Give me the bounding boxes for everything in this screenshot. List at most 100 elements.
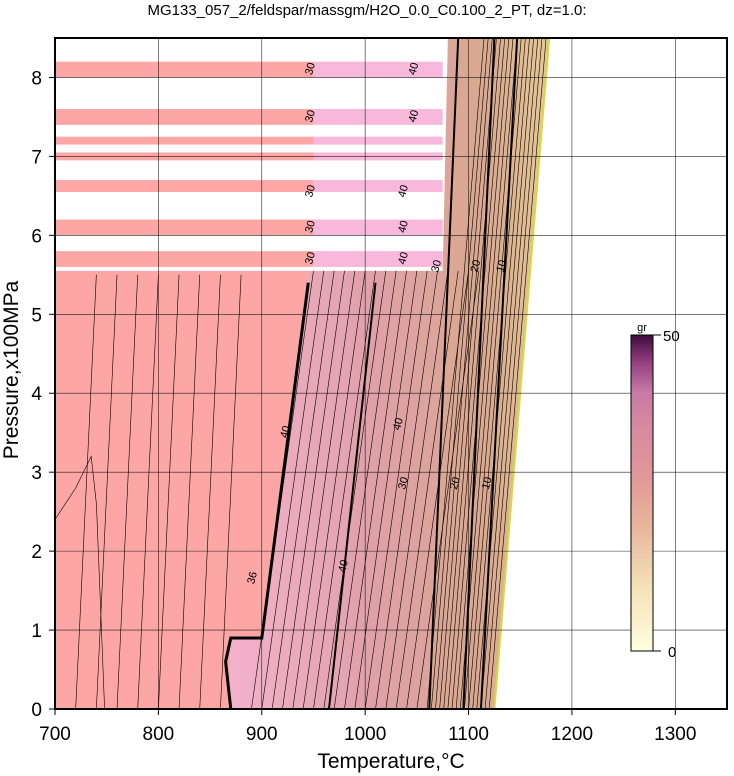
band-left-0: [55, 61, 314, 78]
y-tick-label-8: 8: [31, 68, 42, 89]
isopleth-thin-30: [447, 38, 506, 709]
contour-label-7: 10: [494, 259, 509, 274]
contour-label-5: 30: [429, 259, 444, 274]
isopleth-thin-36: [472, 38, 530, 709]
contour-label-4: 10: [480, 476, 495, 491]
isopleth-thin-1: [96, 274, 118, 709]
y-tick-label-3: 3: [31, 463, 42, 484]
colorbar: gr 50 0: [630, 322, 680, 661]
x-tick-label-1200: 1200: [551, 724, 593, 745]
isopleth-thin-9: [261, 270, 325, 709]
band-right-1: [313, 109, 443, 125]
band-left-4: [55, 180, 314, 192]
x-tick-label-1000: 1000: [344, 724, 386, 745]
band-left-6: [55, 251, 314, 267]
isopleth-thin-21: [385, 270, 449, 709]
isopleth-thin-28: [439, 38, 497, 709]
y-tick-label-4: 4: [31, 384, 42, 405]
y-tick-label-1: 1: [31, 621, 42, 642]
band-left-1: [55, 109, 314, 125]
isopleth-thin-29: [443, 38, 501, 709]
isopleth-thin-17: [344, 270, 407, 709]
contour-label-19: 40: [396, 251, 411, 266]
contour-label-15: 40: [396, 184, 411, 199]
contour-label-17: 40: [396, 219, 411, 234]
isopleth-thin-19: [364, 270, 428, 709]
x-tick-label-1300: 1300: [654, 724, 696, 745]
contour-label-0: 40: [391, 417, 406, 432]
isopleth-thin-15: [323, 270, 387, 709]
y-tick-label-7: 7: [31, 147, 42, 168]
band-right-2: [313, 136, 443, 145]
isopleth-thin-33: [459, 38, 518, 709]
band-left-5: [55, 219, 314, 236]
isopleth-thin-3: [137, 274, 159, 709]
isopleth-thin-4: [158, 274, 180, 709]
isopleth-thin-27: [435, 38, 493, 709]
band-right-5: [313, 219, 443, 236]
x-tick-label-800: 800: [143, 724, 175, 745]
isopleth-thin-2: [116, 274, 139, 709]
contour-label-11: 40: [407, 61, 422, 76]
contour-label-13: 40: [407, 109, 422, 124]
isopleth-thin-12: [292, 270, 356, 709]
isopleth-thin-25: [426, 38, 485, 709]
y-tick-label-0: 0: [31, 700, 42, 721]
isopleth-thin-7: [220, 274, 242, 709]
band-right-0: [313, 61, 443, 78]
isopleth-thick-1: [428, 38, 460, 709]
colorbar-max-label: 50: [663, 328, 680, 345]
isopleth-thin-32: [455, 38, 514, 709]
isopleth-thick-3: [479, 38, 519, 709]
contour-labels: 40 40 30 20 10 30 20 10 40 36 30 40 30 40 30 40 30 40 30 40: [245, 61, 509, 585]
isopleth-thin-6: [199, 274, 221, 709]
x-axis-ticks: 700 800 900 1000 1100 1200 1300: [39, 709, 696, 745]
colorbar-gradient: [630, 334, 654, 652]
x-axis-label: Temperature,°C: [317, 750, 464, 773]
isopleth-left-loop: [55, 455, 105, 709]
chart-title: MG133_057_2/feldspar/massgm/H2O_0.0_C0.1…: [147, 2, 586, 19]
isopleth-thin-39: [484, 38, 543, 709]
y-tick-label-5: 5: [31, 305, 42, 326]
x-tick-label-1100: 1100: [448, 724, 489, 745]
plot-area: 40 40 30 20 10 30 20 10 40 36 30 40 30 40 30 40 30 40 30 40: [55, 38, 727, 709]
isopleth-thick-0: [327, 282, 377, 709]
contour-label-14: 30: [303, 184, 318, 199]
isopleth-thin-38: [480, 38, 539, 709]
isopleth-thin-11: [282, 270, 345, 709]
isopleth-thin-20: [375, 270, 438, 709]
x-tick-label-900: 900: [246, 724, 278, 745]
x-tick-label-700: 700: [39, 724, 71, 745]
contour-label-1: 40: [336, 559, 351, 574]
phase-boundary: [224, 282, 310, 709]
contour-label-10: 30: [303, 61, 318, 76]
y-tick-label-2: 2: [31, 542, 42, 563]
isopleth-thin-13: [302, 270, 366, 709]
isopleth-thin-31: [451, 38, 510, 709]
contour-label-8: 40: [278, 424, 293, 439]
liquidus-edge: [493, 38, 551, 709]
contour-lines: [55, 38, 551, 709]
colorbar-unit: gr: [637, 322, 647, 334]
contour-label-2: 30: [396, 476, 411, 491]
band-right-6: [313, 251, 443, 267]
phase-fields: [55, 38, 550, 709]
contour-label-12: 30: [303, 109, 318, 124]
isopleth-thin-0: [75, 274, 97, 709]
band-right-4: [313, 180, 443, 192]
isopleth-thin-5: [178, 274, 201, 709]
contour-label-18: 30: [303, 251, 318, 266]
plot-frame: [54, 37, 728, 710]
band-left-2: [55, 136, 314, 145]
colorbar-min-label: 0: [668, 644, 676, 661]
contour-label-16: 30: [303, 219, 318, 234]
contour-label-6: 20: [469, 259, 484, 274]
grid-lines: [55, 38, 727, 709]
y-tick-label-6: 6: [31, 226, 42, 247]
isopleth-thin-10: [271, 270, 335, 709]
isopleth-thin-35: [468, 38, 526, 709]
isopleth-thin-26: [431, 38, 489, 709]
contour-label-9: 36: [245, 571, 260, 586]
field-low-temperature: [55, 270, 309, 709]
